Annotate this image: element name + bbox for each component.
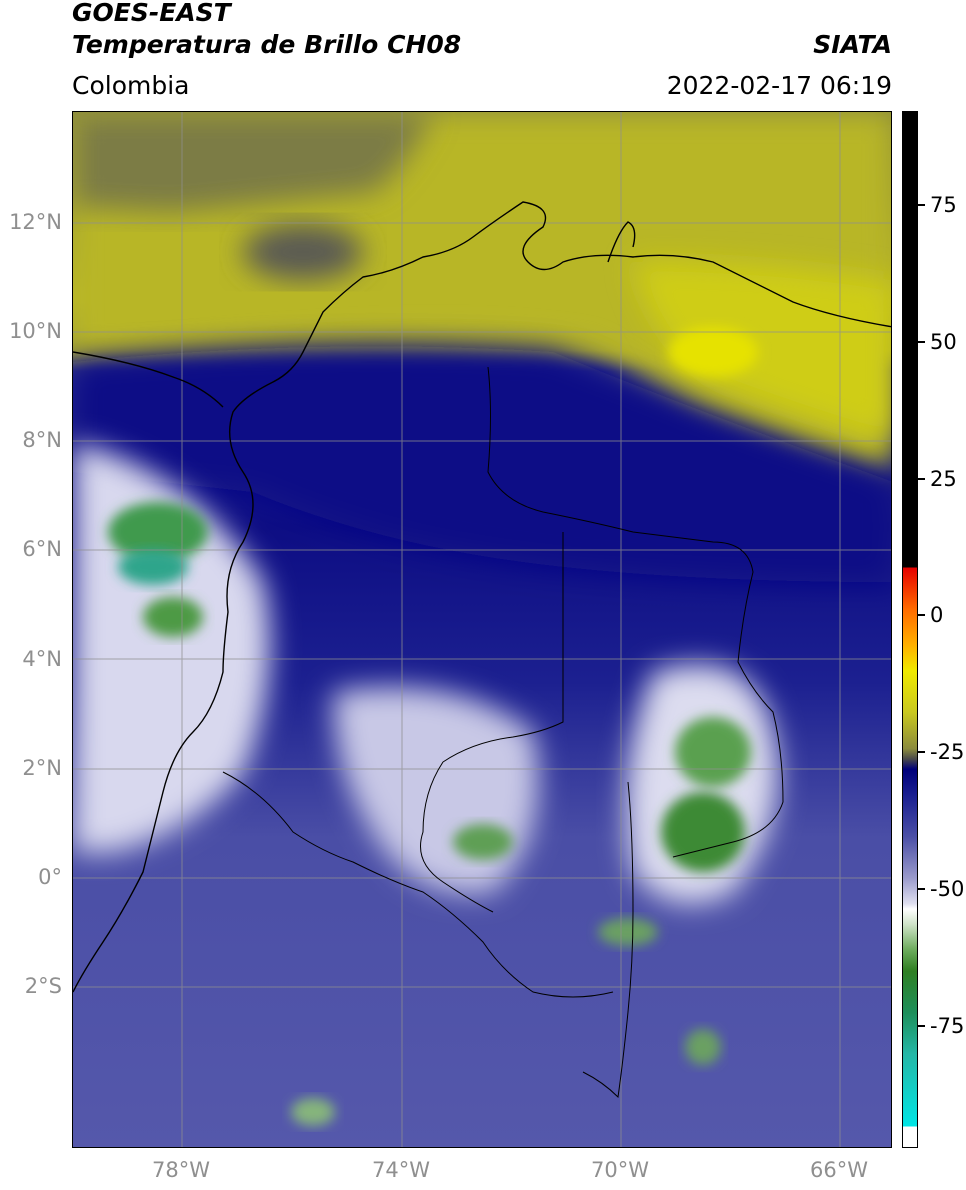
map-canvas <box>73 112 891 1147</box>
region-label: Colombia <box>72 71 190 100</box>
colorbar-tick-m25 <box>918 751 925 753</box>
borders <box>222 366 784 1099</box>
dry-air-peak <box>668 327 758 377</box>
colorbar-label-m75: -75 <box>930 1014 965 1038</box>
colorbar-label-25: 25 <box>930 467 957 491</box>
title-line-1: GOES-EAST <box>72 0 231 27</box>
gray-patch <box>243 224 363 280</box>
dry-air-core <box>633 262 891 442</box>
north-gray-area <box>73 112 433 212</box>
satellite-map[interactable] <box>72 111 892 1148</box>
cold-top-2 <box>118 549 188 585</box>
timestamp-label: 2022-02-17 06:19 <box>666 71 892 100</box>
lon-label-74w: 74°W <box>372 1158 430 1182</box>
colorbar-label-m50: -50 <box>930 877 965 901</box>
cold-top-3 <box>143 597 203 637</box>
lat-label-4n: 4°N <box>22 647 62 671</box>
cold-top-9 <box>291 1098 335 1126</box>
colorbar-label-m25: -25 <box>930 740 965 764</box>
cold-top-1 <box>108 502 208 562</box>
lon-label-66w: 66°W <box>810 1158 868 1182</box>
lat-label-12n: 12°N <box>9 210 62 234</box>
colorbar-label-75: 75 <box>930 193 957 217</box>
lat-label-2n: 2°N <box>22 756 62 780</box>
lon-label-78w: 78°W <box>152 1158 210 1182</box>
cold-top-4 <box>675 717 751 787</box>
lat-label-8n: 8°N <box>22 428 62 452</box>
graticule <box>73 112 891 1147</box>
colorbar-tick-m75 <box>918 1025 925 1027</box>
cold-top-8 <box>685 1029 721 1065</box>
lat-label-6n: 6°N <box>22 537 62 561</box>
colorbar <box>902 111 918 1148</box>
lon-label-70w: 70°W <box>591 1158 649 1182</box>
colorbar-tick-50 <box>918 341 925 343</box>
dry-air-region <box>73 112 891 472</box>
colorbar-label-0: 0 <box>930 603 944 627</box>
colorbar-tick-75 <box>918 204 925 206</box>
colorbar-tick-m50 <box>918 888 925 890</box>
cold-top-5 <box>661 792 745 872</box>
colorbar-tick-0 <box>918 614 925 616</box>
lat-label-2s: 2°S <box>24 974 62 998</box>
colorbar-label-50: 50 <box>930 330 957 354</box>
cold-top-7 <box>598 918 658 946</box>
cold-top-6 <box>453 824 513 860</box>
colorbar-tick-25 <box>918 478 925 480</box>
lat-label-0: 0° <box>38 865 62 889</box>
deep-blue-band <box>73 346 891 582</box>
lat-label-10n: 10°N <box>9 319 62 343</box>
agency-label: SIATA <box>813 30 892 59</box>
coastlines <box>73 201 891 993</box>
title-line-2: Temperatura de Brillo CH08 <box>72 30 462 59</box>
